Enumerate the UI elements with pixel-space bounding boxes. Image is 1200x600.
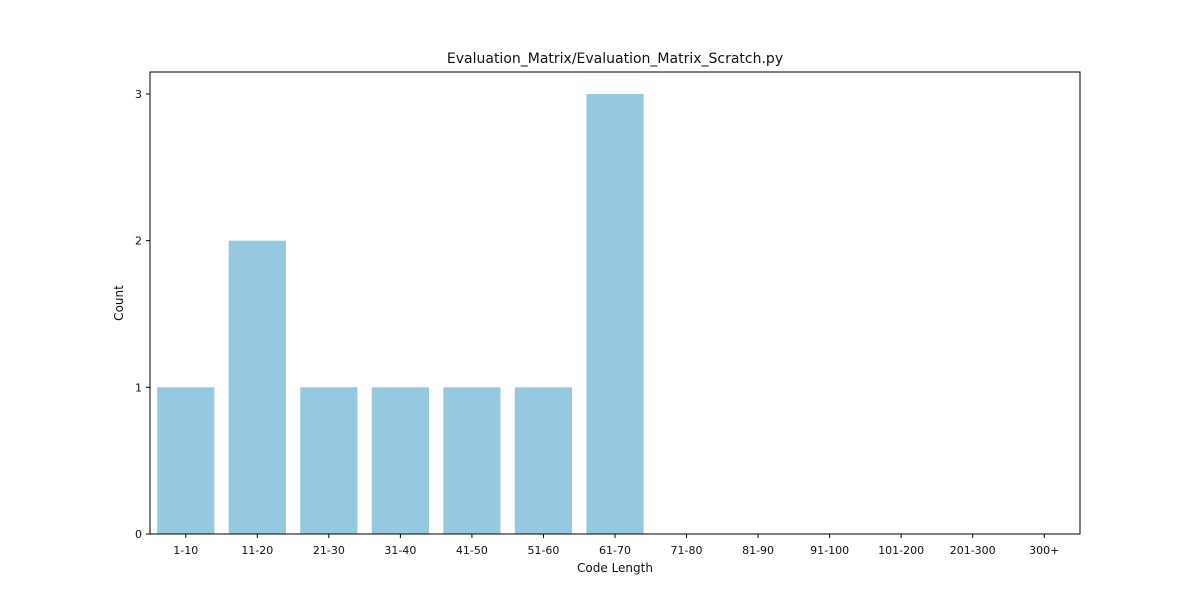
x-tick-label: 71-80 bbox=[671, 544, 703, 557]
x-axis-ticks: 1-10 11-20 21-30 31-40 41-50 51-60 61-70 71-80 8… bbox=[173, 534, 1059, 557]
bar-31-40 bbox=[371, 387, 429, 534]
x-tick-label: 51-60 bbox=[527, 544, 559, 557]
y-axis-label: Count bbox=[112, 285, 126, 321]
chart-title: Evaluation_Matrix/Evaluation_Matrix_Scra… bbox=[447, 51, 783, 67]
bars-group bbox=[157, 94, 644, 534]
x-tick-label: 300+ bbox=[1029, 544, 1059, 557]
bar-61-70 bbox=[586, 94, 644, 534]
x-axis-label: Code Length bbox=[577, 561, 653, 575]
x-tick-label: 11-20 bbox=[241, 544, 273, 557]
x-tick-label: 101-200 bbox=[878, 544, 924, 557]
y-tick-label: 3 bbox=[135, 88, 142, 101]
y-tick-label: 0 bbox=[135, 528, 142, 541]
x-tick-label: 1-10 bbox=[173, 544, 198, 557]
x-tick-label: 91-100 bbox=[810, 544, 849, 557]
x-tick-label: 61-70 bbox=[599, 544, 631, 557]
bar-11-20 bbox=[228, 240, 286, 534]
bar-51-60 bbox=[514, 387, 573, 534]
x-tick-label: 41-50 bbox=[456, 544, 488, 557]
x-tick-label: 31-40 bbox=[384, 544, 416, 557]
bar-1-10 bbox=[157, 387, 215, 534]
y-tick-label: 1 bbox=[135, 381, 142, 394]
y-tick-label: 2 bbox=[135, 235, 142, 248]
x-tick-label: 21-30 bbox=[313, 544, 345, 557]
y-axis-ticks: 0 1 2 3 bbox=[135, 88, 150, 541]
bar-41-50 bbox=[443, 387, 501, 534]
bar-21-30 bbox=[300, 387, 358, 534]
x-tick-label: 81-90 bbox=[742, 544, 774, 557]
x-tick-label: 201-300 bbox=[950, 544, 996, 557]
